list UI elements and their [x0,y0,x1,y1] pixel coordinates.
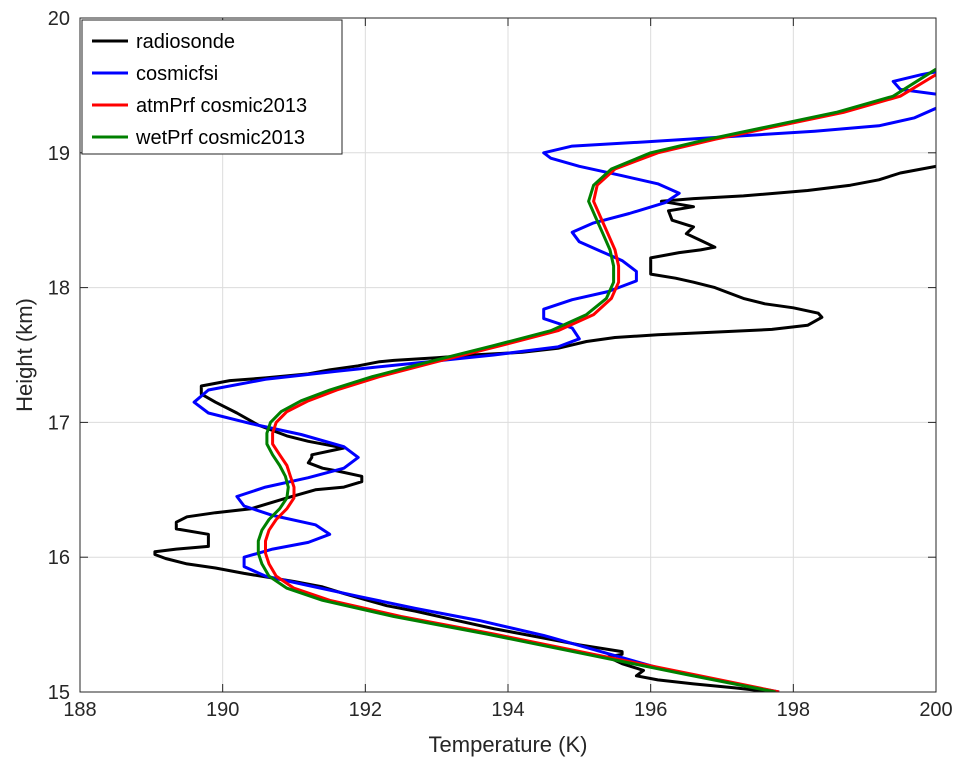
x-axis-label: Temperature (K) [429,732,588,757]
series-line-1 [192,70,936,692]
y-tick-label: 15 [48,682,70,704]
y-tick-label: 19 [48,143,70,165]
series-line-3 [256,67,936,692]
x-tick-label: 198 [777,699,810,721]
y-tick-label: 16 [48,547,70,569]
x-tick-label: 192 [349,699,382,721]
y-tick-labels: 15 16 17 18 19 20 [48,8,70,704]
legend-label: wetPrf cosmic2013 [135,127,305,149]
x-tick-label: 196 [634,699,667,721]
y-tick-label: 17 [48,412,70,434]
legend: radiosonde cosmicfsi atmPrf cosmic2013 wetP… [81,19,343,155]
legend-label: radiosonde [136,31,235,53]
x-tick-label: 200 [919,699,952,721]
y-axis-label: Height (km) [12,298,37,412]
x-tick-labels: 188 190 192 194 196 198 200 [63,699,952,721]
y-tick-label: 18 [48,278,70,300]
series-line-0 [153,164,936,692]
series-line-2 [264,73,936,692]
series-group [153,67,936,692]
ticks [79,17,937,693]
x-tick-label: 194 [491,699,524,721]
legend-label: atmPrf cosmic2013 [136,95,307,117]
legend-label: cosmicfsi [136,63,218,85]
x-tick-label: 188 [63,699,96,721]
x-tick-label: 190 [206,699,239,721]
y-tick-label: 20 [48,8,70,30]
